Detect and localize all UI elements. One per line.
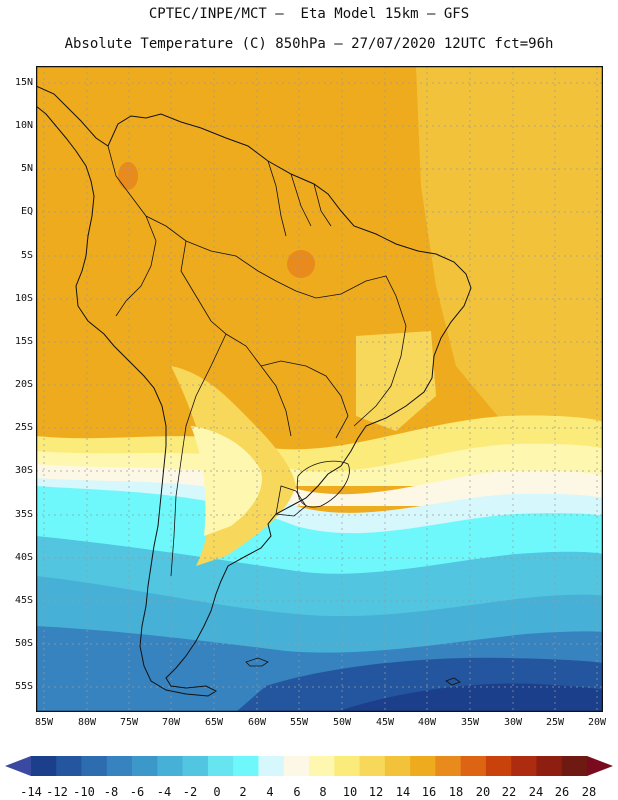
lon-label-35w: 35W: [460, 717, 480, 728]
colorbar-label: -8: [103, 785, 119, 799]
south-america-coastline: [36, 85, 472, 697]
colorbar-box: [56, 756, 82, 776]
lon-label-45w: 45W: [375, 717, 395, 728]
colorbar-box: [283, 756, 310, 776]
colorbar-label: -4: [156, 785, 172, 799]
graticule: [36, 66, 603, 712]
country-borders: [107, 145, 407, 577]
lon-label-55w: 55W: [289, 717, 309, 728]
colorbar-label: 16: [421, 785, 437, 799]
colorbar-label: 10: [342, 785, 358, 799]
colorbar-box: [157, 756, 183, 776]
colorbar-box: [309, 756, 335, 776]
colorbar-label: 28: [581, 785, 597, 799]
lat-label-5s: 5S: [20, 250, 33, 261]
colorbar-boxes: [31, 756, 588, 776]
lon-label-85w: 85W: [34, 717, 54, 728]
lon-label-30w: 30W: [503, 717, 523, 728]
colorbar-high-arrow: [587, 756, 613, 776]
colorbar-label: -14: [20, 785, 42, 799]
colorbar-box: [359, 756, 386, 776]
lat-label-25s: 25S: [14, 422, 33, 433]
colorbar-label: -12: [46, 785, 68, 799]
colorbar-box: [182, 756, 209, 776]
colorbar-label: 8: [319, 785, 327, 799]
colorbar-label: 26: [554, 785, 570, 799]
lat-label-55s: 55S: [14, 681, 33, 692]
colorbar-box: [384, 756, 411, 776]
colorbar-label: -6: [129, 785, 145, 799]
lon-label-40w: 40W: [417, 717, 437, 728]
colorbar-label: 20: [475, 785, 491, 799]
colorbar-box: [132, 756, 158, 776]
lat-label-35s: 35S: [14, 509, 33, 520]
argentina-pale-plume: [191, 426, 262, 536]
colorbar-label: 6: [293, 785, 301, 799]
falkland-islands: [245, 657, 269, 667]
colorbar-box: [334, 756, 360, 776]
colorbar-label: 4: [266, 785, 274, 799]
colorbar-box: [31, 756, 57, 776]
south-georgia-island: [445, 677, 461, 686]
band-darkest-blue: [336, 683, 603, 712]
lat-label-50s: 50S: [14, 638, 33, 649]
colorbar-box: [410, 756, 436, 776]
lon-label-25w: 25W: [545, 717, 565, 728]
lat-label-20s: 20S: [14, 379, 33, 390]
colorbar-label: 2: [239, 785, 247, 799]
colorbar-box: [81, 756, 108, 776]
lon-label-60w: 60W: [247, 717, 267, 728]
amazon-hotspot: [287, 250, 315, 278]
colorbar-box: [435, 756, 461, 776]
lat-label-eq: EQ: [20, 206, 33, 217]
map-subtitle: Absolute Temperature (C) 850hPa – 27/07/…: [64, 36, 554, 52]
colombia-hotspot: [118, 162, 138, 190]
map-title: CPTEC/INPE/MCT – Eta Model 15km – GFS: [148, 6, 470, 22]
lon-label-70w: 70W: [161, 717, 181, 728]
colorbar-box: [460, 756, 487, 776]
colorbar-box: [106, 756, 133, 776]
map-frame: [36, 66, 603, 712]
colorbar-box: [561, 756, 588, 776]
lat-label-30s: 30S: [14, 465, 33, 476]
east-ocean-band: [416, 66, 603, 446]
colorbar-box: [207, 756, 234, 776]
colorbar-label: 22: [501, 785, 517, 799]
colorbar-label: 24: [528, 785, 544, 799]
lat-label-10n: 10N: [14, 120, 33, 131]
lat-label-45s: 45S: [14, 595, 33, 606]
colorbar-label: 0: [213, 785, 221, 799]
lat-label-15s: 15S: [14, 336, 33, 347]
lat-label-5n: 5N: [20, 163, 33, 174]
colorbar-label: 18: [448, 785, 464, 799]
temperature-map: [36, 66, 603, 712]
colorbar-box: [233, 756, 259, 776]
colorbar-label: 12: [368, 785, 384, 799]
lon-label-20w: 20W: [587, 717, 607, 728]
colorbar: [5, 756, 613, 776]
colorbar-label: -10: [73, 785, 95, 799]
lon-label-75w: 75W: [119, 717, 139, 728]
colorbar-box: [485, 756, 512, 776]
colorbar-box: [258, 756, 285, 776]
colorbar-low-arrow: [5, 756, 31, 776]
lon-label-65w: 65W: [204, 717, 224, 728]
lat-label-15n: 15N: [14, 77, 33, 88]
colorbar-label: 14: [395, 785, 411, 799]
colorbar-box: [536, 756, 563, 776]
lat-label-10s: 10S: [14, 293, 33, 304]
colorbar-label: -2: [182, 785, 198, 799]
lat-label-40s: 40S: [14, 552, 33, 563]
lon-label-80w: 80W: [77, 717, 97, 728]
colorbar-box: [511, 756, 537, 776]
lon-label-50w: 50W: [332, 717, 352, 728]
